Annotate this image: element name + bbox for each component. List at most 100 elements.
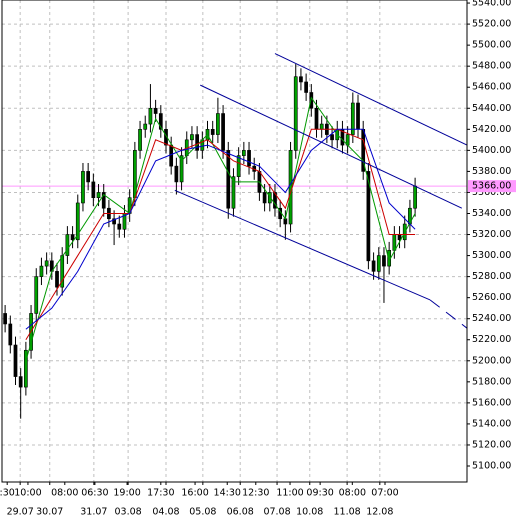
- candle-body: [3, 313, 7, 325]
- x-tick-label: 10.08: [296, 507, 323, 518]
- channel-line: [174, 189, 431, 301]
- channel-line: [274, 53, 468, 146]
- candle-body: [44, 260, 49, 267]
- y-tick-label: 5360.00: [472, 187, 511, 198]
- candle-body: [60, 255, 65, 288]
- candle-body: [169, 144, 174, 167]
- y-tick-label: 5440.00: [472, 103, 511, 114]
- time-tick-label: :30: [0, 488, 15, 499]
- candle-body: [112, 218, 116, 225]
- candle-body: [413, 185, 417, 209]
- candle-body: [55, 271, 59, 288]
- plot-frame: [1, 0, 468, 483]
- y-tick-label: 5100.00: [472, 461, 511, 472]
- candle-body: [24, 349, 28, 388]
- x-tick-label: 11.08: [334, 507, 361, 518]
- y-tick-label: 5140.00: [472, 418, 511, 429]
- candle-body: [81, 171, 85, 204]
- time-tick-label: 09:30: [306, 488, 333, 499]
- time-tick-label: 12:30: [242, 488, 269, 499]
- time-tick-label: 19:00: [113, 488, 140, 499]
- y-tick-label: 5500.00: [472, 40, 511, 51]
- candle-body: [267, 192, 272, 204]
- candle-body: [216, 113, 220, 135]
- x-tick-label: 03.08: [115, 507, 142, 518]
- candle-body: [299, 76, 303, 83]
- candle-body: [153, 107, 158, 114]
- candle-body: [91, 181, 96, 199]
- x-tick-label: 05.08: [189, 507, 216, 518]
- y-tick-label: 5220.00: [472, 334, 511, 345]
- candle-body: [117, 223, 122, 230]
- candle-body: [210, 129, 215, 135]
- candle-body: [236, 155, 241, 177]
- candle-body: [392, 234, 397, 251]
- y-tick-label: 5540.00: [472, 0, 511, 9]
- x-tick-label: 12.08: [366, 507, 393, 518]
- y-tick-label: 5460.00: [472, 82, 511, 93]
- time-tick-label: 06:30: [81, 488, 108, 499]
- x-tick-label: 29.07: [7, 507, 34, 518]
- candle-body: [179, 155, 184, 183]
- candle-body: [18, 376, 23, 388]
- y-tick-label: 5400.00: [472, 145, 511, 156]
- candle-body: [309, 92, 314, 109]
- candle-body: [221, 113, 225, 151]
- x-tick-label: 07.08: [263, 507, 290, 518]
- y-tick-label: 5200.00: [472, 355, 511, 366]
- candle-body: [174, 165, 179, 183]
- moving-average: [25, 128, 416, 330]
- candle-body: [231, 176, 236, 209]
- candle-body: [226, 150, 231, 209]
- current-price-label: 5366.00: [472, 181, 511, 192]
- y-tick-label: 5520.00: [472, 19, 511, 30]
- candle-body: [356, 102, 360, 130]
- candle-body: [148, 107, 153, 125]
- y-tick-label: 5300.00: [472, 250, 511, 261]
- candle-body: [382, 255, 386, 267]
- moving-average: [25, 96, 416, 361]
- candle-body: [8, 323, 13, 346]
- candle-body: [158, 113, 163, 130]
- candle-body: [314, 107, 319, 130]
- candle-body: [330, 134, 334, 141]
- candle-body: [247, 150, 251, 167]
- candle-body: [304, 81, 308, 93]
- candle-body: [273, 192, 277, 209]
- candle-body: [34, 276, 39, 314]
- candle-body: [319, 123, 324, 130]
- candle-body: [138, 129, 142, 151]
- candle-body: [195, 134, 199, 151]
- y-tick-label: 5240.00: [472, 313, 511, 324]
- time-tick-label: 14:30: [214, 488, 241, 499]
- candle-body: [241, 150, 246, 156]
- candle-body: [13, 344, 18, 377]
- y-tick-label: 5320.00: [472, 229, 511, 240]
- y-tick-label: 5180.00: [472, 376, 511, 387]
- time-tick-label: 17:30: [147, 488, 174, 499]
- candle-body: [371, 260, 376, 272]
- candle-body: [350, 102, 355, 135]
- time-tick-label: 11:00: [276, 488, 303, 499]
- y-tick-label: 5480.00: [472, 61, 511, 72]
- x-tick-label: 06.08: [227, 507, 254, 518]
- candle-body: [366, 171, 371, 262]
- current-price-box: [468, 180, 516, 193]
- candle-body: [143, 123, 148, 130]
- y-tick-label: 5260.00: [472, 292, 511, 303]
- candle-body: [96, 192, 101, 199]
- time-tick-label: 08:00: [51, 488, 78, 499]
- candle-body: [376, 255, 381, 272]
- candle-body: [101, 192, 106, 209]
- y-tick-label: 5160.00: [472, 397, 511, 408]
- candle-body: [39, 265, 44, 277]
- x-tick-label: 31.07: [80, 507, 107, 518]
- candle-body: [65, 234, 70, 256]
- time-tick-label: 16:00: [181, 488, 208, 499]
- y-tick-label: 5120.00: [472, 439, 511, 450]
- x-tick-label: 04.08: [152, 507, 179, 518]
- candle-body: [86, 171, 91, 183]
- y-tick-label: 5280.00: [472, 271, 511, 282]
